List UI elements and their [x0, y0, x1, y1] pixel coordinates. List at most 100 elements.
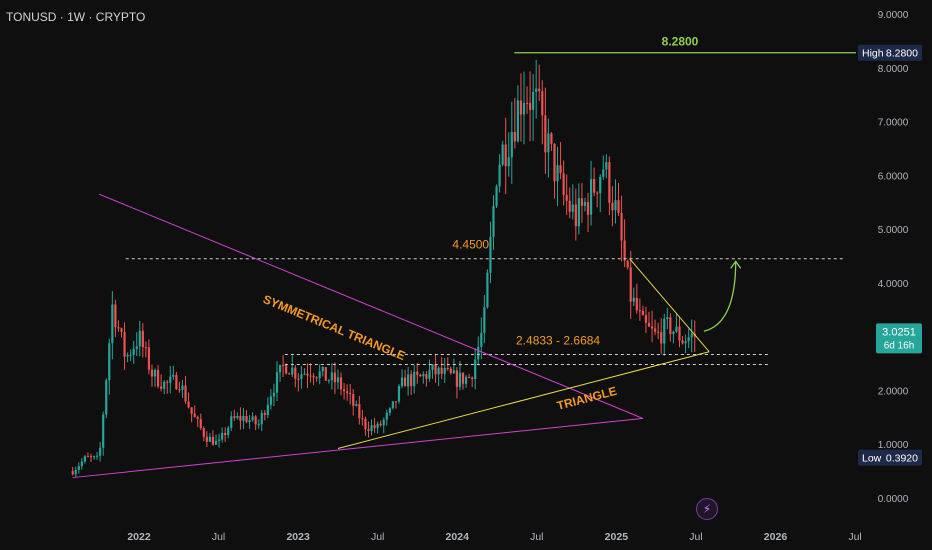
candle-body [571, 204, 574, 212]
x-tick-label: Jul [212, 531, 225, 543]
candle-body [647, 322, 651, 327]
candle-body [147, 347, 151, 370]
candle-body [440, 367, 443, 374]
candle-body [553, 143, 556, 182]
candle-body [538, 88, 541, 92]
candle-body [550, 133, 553, 144]
candle-body [684, 341, 687, 344]
candle-body [657, 331, 660, 333]
candle-body [99, 447, 102, 456]
candle-body [266, 404, 269, 415]
candle-body [123, 331, 126, 357]
low-badge [858, 449, 922, 466]
candle-body [361, 418, 364, 420]
candle-body [141, 330, 144, 348]
candle-body [519, 100, 523, 115]
candle-body [407, 374, 410, 387]
candle-body [471, 377, 474, 380]
y-tick-label: 5.0000 [878, 225, 909, 236]
candle-body [309, 375, 312, 377]
candle-body [388, 408, 391, 413]
candle-body [156, 369, 160, 387]
candle-body [242, 415, 245, 421]
y-tick-label: 7.0000 [878, 118, 909, 129]
resistance-label: 4.4500 [452, 238, 489, 252]
candle-body [586, 202, 590, 215]
candle-body [312, 375, 315, 378]
candle-body [602, 169, 605, 177]
lightning-icon[interactable]: ⚡ [696, 498, 718, 520]
candle-body [202, 428, 205, 437]
candle-body [333, 372, 337, 383]
candle-body [251, 416, 254, 421]
candle-body [391, 401, 394, 409]
candle-body [489, 236, 492, 273]
candle-body [617, 200, 620, 213]
candle-body [574, 204, 577, 227]
candle-body [580, 198, 584, 206]
high-badge-label: High [862, 48, 884, 60]
candle-body [400, 377, 404, 387]
candle-body [224, 432, 227, 435]
candle-body [315, 377, 318, 379]
candle-body [208, 436, 212, 442]
candle-body [461, 372, 465, 384]
candle-body [260, 413, 263, 425]
x-tick-label: 2022 [127, 531, 151, 543]
candle-body [175, 374, 178, 390]
candle-body [492, 205, 495, 237]
candle-body [437, 367, 440, 375]
candle-body [303, 373, 306, 375]
candle-body [413, 371, 416, 387]
candle-body [483, 307, 486, 333]
sym-triangle-label: SYMMETRICAL TRIANGLE [261, 292, 407, 363]
candle-body [452, 370, 455, 374]
candle-body [632, 297, 635, 302]
candle-body [541, 91, 544, 116]
candle-body [626, 260, 629, 268]
candle-body [382, 419, 385, 426]
high-badge [858, 44, 922, 61]
candle-body [535, 88, 538, 92]
candle-body [565, 194, 568, 201]
candle-body [285, 365, 288, 374]
candle-body [480, 332, 483, 347]
candle-body [599, 176, 602, 194]
candle-body [507, 157, 510, 167]
price-badge[interactable] [876, 323, 922, 354]
candle-body [105, 380, 108, 415]
candle-body [169, 376, 172, 383]
candle-body [257, 424, 260, 426]
y-tick-label: 9.0000 [878, 10, 909, 21]
candle-body [92, 456, 96, 458]
candle-body [654, 328, 657, 332]
candle-body [346, 391, 349, 393]
candle-body [272, 392, 276, 397]
candle-body [114, 304, 117, 328]
candle-body [199, 419, 202, 429]
candle-body [86, 456, 90, 458]
symbol-title[interactable]: TONUSD · 1W · CRYPTO [6, 10, 146, 24]
candle-body [611, 202, 614, 211]
candle-body [678, 326, 681, 341]
candle-body [434, 364, 437, 375]
candle-body [181, 385, 184, 390]
candle-body [510, 132, 513, 158]
candle-body [583, 202, 587, 206]
triangle-lower-line [337, 351, 710, 450]
low-badge-label: Low [862, 453, 882, 465]
candle-body [120, 328, 123, 332]
y-tick-label: 6.0000 [878, 171, 909, 182]
candle-body [278, 364, 282, 373]
candle-body [132, 348, 135, 355]
candle-body [80, 461, 83, 467]
candle-body [477, 346, 480, 360]
candle-body [562, 173, 565, 195]
candle-body [318, 371, 321, 379]
candle-body [263, 413, 266, 415]
candle-body [458, 372, 462, 387]
candle-body [629, 267, 632, 302]
candle-body [681, 340, 684, 344]
